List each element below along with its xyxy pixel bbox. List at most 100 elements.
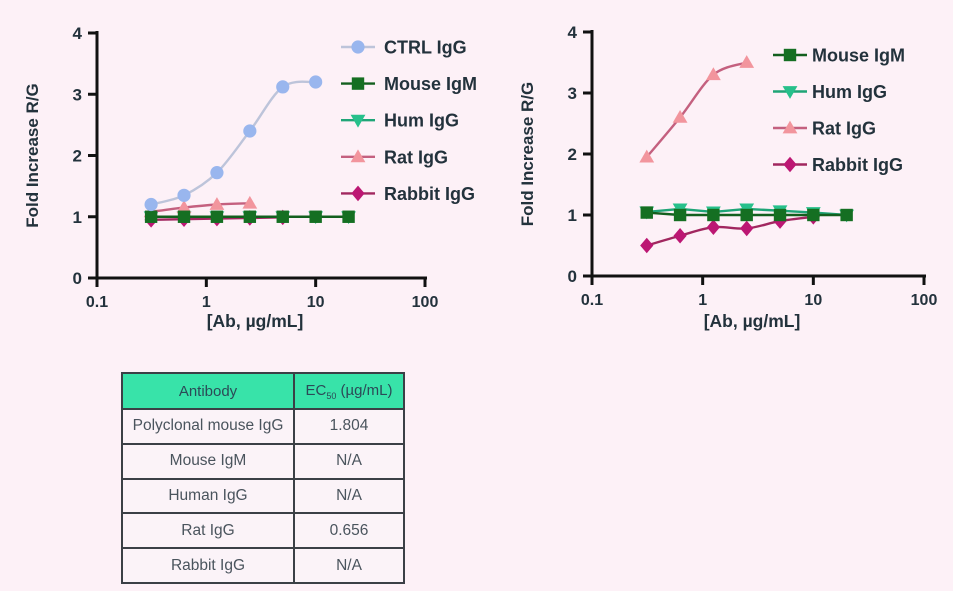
- data-point-diamond: [673, 227, 687, 244]
- table-header-row: Antibody EC50 (µg/mL): [121, 372, 405, 410]
- data-point-square: [673, 208, 687, 222]
- data-point-triangle-up: [209, 197, 225, 210]
- legend-item: Rat IgG: [341, 147, 448, 167]
- series-ctrl-igg: [144, 75, 323, 212]
- data-point-triangle-up: [242, 195, 258, 209]
- table-body: Polyclonal mouse IgG 1.804 Mouse IgM N/A Hum…: [121, 408, 405, 584]
- data-point-diamond: [706, 219, 720, 235]
- data-point-triangle-up: [176, 200, 192, 213]
- legend-label: Rabbit IgG: [384, 184, 475, 204]
- ec50-label-sub: 50: [326, 390, 337, 401]
- x-tick-label: 1: [698, 292, 707, 309]
- x-tick-label: 100: [412, 294, 439, 311]
- x-tick-label: 0.1: [86, 294, 108, 311]
- antibody-cell: Rat IgG: [121, 512, 295, 550]
- ec50-cell: N/A: [293, 442, 405, 480]
- y-tick-label: 1: [73, 208, 82, 227]
- data-point-triangle-up: [639, 149, 655, 163]
- legend-label: Hum IgG: [384, 111, 459, 131]
- data-point-circle: [351, 40, 365, 54]
- y-tick-label: 2: [73, 147, 82, 166]
- x-tick-label: 0.1: [581, 292, 603, 309]
- series-line: [150, 80, 316, 206]
- legend: CTRL IgG Mouse IgM Hum IgG Rat IgG Rabbit Ig…: [341, 38, 477, 204]
- legend-label: Mouse IgM: [384, 74, 477, 94]
- ec50-cell: N/A: [293, 547, 405, 584]
- data-point-circle: [309, 75, 323, 89]
- ec50-table: Antibody EC50 (µg/mL) Polyclonal mouse I…: [121, 372, 405, 584]
- legend-label: Rat IgG: [384, 147, 448, 167]
- x-tick-label: 10: [307, 294, 325, 311]
- data-point-diamond: [640, 237, 654, 254]
- series-line: [645, 61, 748, 158]
- ec50-label-main: EC: [305, 381, 327, 399]
- data-point-circle: [276, 80, 290, 94]
- data-point-square: [783, 48, 797, 62]
- x-tick-label: 1: [202, 294, 211, 311]
- data-point-diamond: [351, 185, 365, 202]
- series-rat-igg: [143, 195, 258, 218]
- data-point-circle: [177, 188, 191, 202]
- legend: Mouse IgM Hum IgG Rat IgG Rabbit IgG: [773, 46, 905, 175]
- y-tick-label: 3: [568, 84, 577, 103]
- data-point-square: [807, 208, 820, 222]
- table-row: Mouse IgM N/A: [121, 442, 405, 480]
- data-point-circle: [243, 124, 257, 138]
- data-point-square: [740, 208, 753, 222]
- ec50-label-unit: (µg/mL): [336, 381, 393, 399]
- x-tick-label: 100: [911, 292, 938, 309]
- series-mouse-igm: [144, 210, 355, 223]
- series-rat-igg: [639, 55, 755, 163]
- table-header-antibody: Antibody: [121, 372, 295, 410]
- data-point-square: [210, 210, 224, 223]
- data-point-diamond: [740, 220, 754, 237]
- y-tick-label: 2: [568, 145, 577, 164]
- y-tick-label: 0: [568, 267, 577, 286]
- x-axis-label: [Ab, µg/mL]: [207, 311, 304, 331]
- legend-label: Hum IgG: [812, 82, 887, 102]
- legend-item: Mouse IgM: [341, 74, 477, 94]
- data-point-triangle-down: [782, 86, 798, 99]
- y-tick-label: 3: [73, 85, 82, 104]
- data-point-diamond: [783, 156, 797, 173]
- antibody-cell: Polyclonal mouse IgG: [121, 408, 295, 445]
- data-point-square: [243, 210, 257, 223]
- y-tick-label: 4: [73, 24, 83, 43]
- legend-label: Mouse IgM: [812, 46, 905, 66]
- ec50-cell: 1.804: [293, 408, 405, 445]
- y-tick-label: 1: [568, 206, 577, 225]
- right-chart: 0 1 2 3 4 0.1 1 10 100 Fold Increase R/G [Ab, µg/m…: [518, 23, 937, 331]
- data-point-square: [640, 206, 653, 219]
- data-point-triangle-down: [350, 114, 366, 128]
- series-mouse-igm: [640, 206, 853, 222]
- left-chart: 0 1 2 3 4 0.1 1 10 100 Fold Increase R/G [Ab, µg/m…: [23, 24, 477, 331]
- data-point-square: [309, 210, 322, 223]
- legend-item: Rat IgG: [773, 119, 876, 139]
- table-row: Polyclonal mouse IgG 1.804: [121, 408, 405, 445]
- legend-item: Hum IgG: [773, 82, 887, 102]
- x-axis-label: [Ab, µg/mL]: [704, 311, 801, 331]
- y-tick-label: 0: [73, 269, 82, 288]
- y-axis-label: Fold Increase R/G: [518, 82, 537, 227]
- data-point-square: [773, 208, 787, 222]
- ec50-cell: N/A: [293, 477, 405, 515]
- legend-item: CTRL IgG: [341, 38, 467, 58]
- data-point-triangle-up: [705, 67, 721, 81]
- data-point-triangle-up: [739, 55, 755, 68]
- data-point-square: [840, 208, 853, 222]
- data-point-square: [177, 210, 191, 223]
- legend-label: CTRL IgG: [384, 38, 467, 58]
- table-row: Rat IgG 0.656: [121, 512, 405, 550]
- data-point-triangle-up: [350, 149, 366, 163]
- table-header-ec50: EC50 (µg/mL): [293, 372, 405, 410]
- data-point-square: [707, 208, 720, 222]
- series-line: [646, 215, 814, 247]
- y-tick-label: 4: [568, 23, 578, 42]
- y-axis-label: Fold Increase R/G: [23, 83, 42, 228]
- data-point-triangle-up: [782, 120, 798, 134]
- data-point-square: [351, 77, 365, 90]
- legend-label: Rat IgG: [812, 119, 876, 139]
- data-point-circle: [210, 166, 224, 180]
- antibody-cell: Mouse IgM: [121, 442, 295, 480]
